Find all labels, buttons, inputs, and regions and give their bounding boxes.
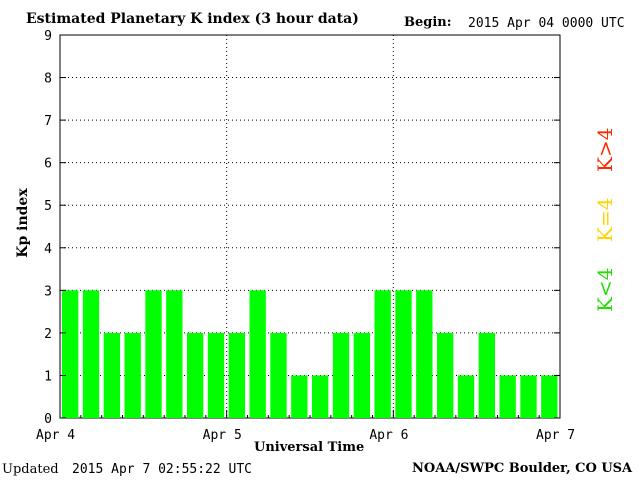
kp-bar: [124, 332, 141, 418]
kp-bar: [332, 332, 350, 418]
kp-bar: [145, 290, 162, 418]
y-tick-label: 0: [44, 412, 52, 427]
source-credit: NOAA/SWPC Boulder, CO USA: [412, 461, 633, 476]
x-tick-label: Apr 6: [369, 428, 408, 443]
y-tick-label: 9: [44, 29, 52, 44]
kp-bar: [270, 332, 287, 418]
kp-bar: [312, 375, 329, 418]
begin-label: Begin:: [404, 15, 452, 30]
chart-title: Estimated Planetary K index (3 hour data…: [26, 11, 359, 27]
kp-bar: [82, 290, 100, 418]
x-tick-label: Apr 5: [203, 428, 242, 443]
legend-k-equal-4: K=4: [593, 197, 617, 242]
x-tick-label: Apr 4: [36, 428, 75, 443]
kp-bar: [353, 332, 370, 418]
x-axis-label: Universal Time: [254, 440, 365, 455]
kp-bar: [520, 375, 537, 418]
y-tick-label: 5: [44, 199, 52, 214]
y-tick-label: 1: [44, 369, 52, 384]
legend-k-greater-4: K>4: [593, 127, 617, 172]
legend-k-less-4: K<4: [593, 267, 617, 312]
kp-bar: [291, 375, 308, 418]
kp-bar: [541, 375, 558, 418]
kp-bar: [166, 290, 183, 418]
kp-bar: [437, 332, 454, 418]
y-tick-label: 2: [44, 327, 52, 342]
kp-bar: [499, 375, 516, 418]
kp-bar: [103, 332, 120, 418]
y-tick-label: 4: [44, 242, 52, 257]
kp-bar: [207, 332, 225, 418]
y-tick-label: 8: [44, 72, 52, 87]
kp-bar: [457, 375, 475, 418]
updated-timestamp: 2015 Apr 7 02:55:22 UTC: [72, 462, 253, 477]
kp-bar: [228, 332, 245, 418]
kp-bar: [478, 332, 495, 418]
updated-label: Updated: [2, 462, 59, 477]
kp-bar: [249, 290, 266, 418]
kp-bar: [187, 332, 204, 418]
x-tick-label: Apr 7: [536, 428, 575, 443]
y-tick-label: 3: [44, 284, 52, 299]
begin-value: 2015 Apr 04 0000 UTC: [468, 16, 625, 31]
y-axis-label: Kp index: [15, 188, 31, 258]
kp-bar: [62, 290, 79, 418]
kp-bar: [374, 290, 391, 418]
y-tick-label: 6: [44, 157, 52, 172]
kp-bar: [416, 290, 433, 418]
y-tick-label: 7: [44, 114, 52, 129]
kp-bar: [395, 290, 412, 418]
